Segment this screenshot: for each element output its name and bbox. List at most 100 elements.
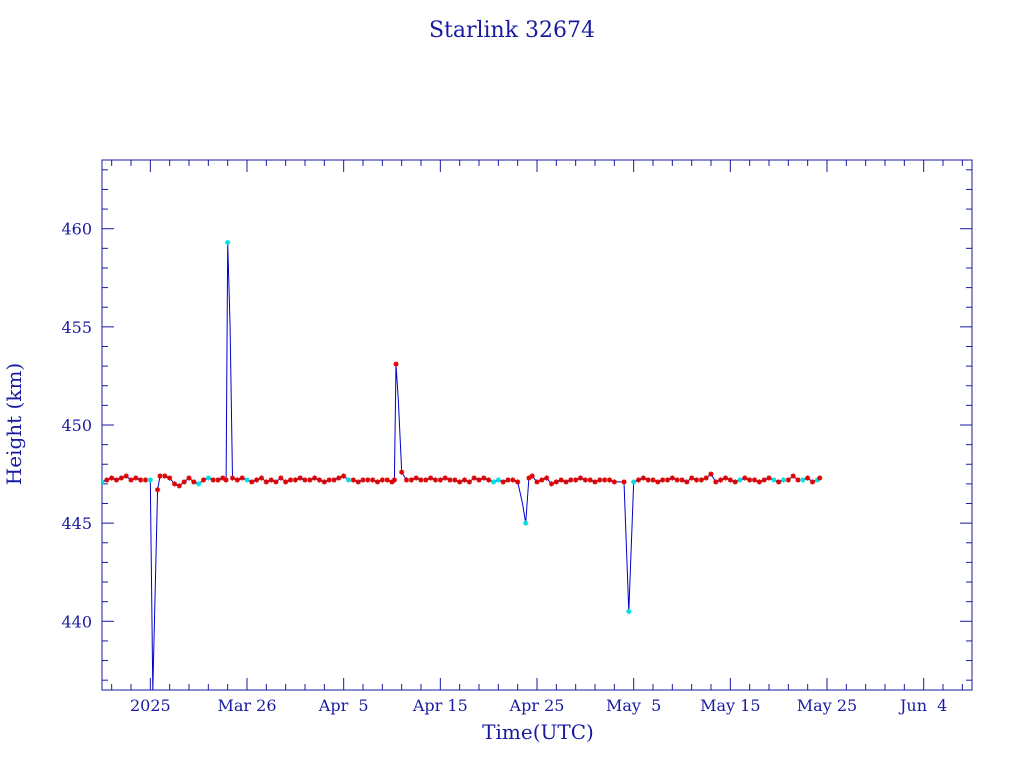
data-point	[229, 475, 236, 481]
data-point	[447, 477, 453, 483]
data-point	[747, 477, 753, 483]
data-point	[817, 475, 823, 481]
data-point	[418, 477, 424, 483]
data-point	[713, 479, 719, 485]
data-point	[461, 477, 468, 483]
data-point	[225, 239, 231, 246]
data-point	[157, 473, 163, 479]
data-point	[539, 477, 545, 483]
data-point	[138, 477, 144, 483]
data-point	[597, 477, 603, 483]
data-point	[790, 473, 796, 479]
data-point	[718, 477, 724, 483]
x-axis-label: Time(UTC)	[482, 720, 594, 744]
data-point	[399, 469, 405, 475]
data-point	[776, 479, 782, 485]
data-point	[490, 479, 497, 485]
data-point	[244, 477, 250, 483]
x-tick-label: Apr 15	[412, 696, 468, 715]
data-point	[529, 473, 535, 479]
data-point	[336, 475, 342, 481]
data-point	[587, 477, 593, 483]
data-point	[109, 475, 115, 481]
data-point	[341, 473, 347, 479]
data-point	[481, 475, 487, 481]
data-point	[727, 477, 733, 483]
data-point	[523, 520, 529, 526]
data-point	[370, 477, 376, 483]
data-point	[761, 477, 767, 483]
data-point	[104, 477, 110, 483]
data-point	[167, 475, 173, 481]
y-axis-label: Height (km)	[2, 363, 26, 485]
data-point	[684, 479, 690, 485]
data-point	[645, 477, 651, 483]
data-point	[771, 477, 777, 483]
data-point	[215, 477, 221, 483]
x-tick-label: Apr 25	[509, 696, 565, 715]
data-point	[234, 477, 240, 483]
data-point	[602, 477, 608, 483]
data-point	[263, 479, 269, 485]
data-point	[742, 475, 748, 481]
data-point	[693, 477, 700, 483]
data-point	[249, 479, 255, 485]
data-point	[220, 475, 226, 481]
data-point	[181, 479, 187, 485]
x-tick-label: May 15	[700, 696, 760, 715]
data-point	[413, 475, 419, 481]
data-point	[785, 477, 791, 483]
data-point	[689, 475, 695, 481]
data-point	[611, 479, 617, 485]
data-point	[809, 479, 816, 485]
data-point	[210, 477, 216, 483]
data-point	[495, 477, 501, 483]
data-point	[118, 475, 124, 481]
data-point	[123, 473, 129, 479]
data-point	[345, 477, 352, 483]
data-point	[355, 479, 361, 485]
data-point	[471, 475, 477, 481]
data-point	[389, 479, 395, 485]
data-point	[780, 477, 787, 483]
data-point	[452, 477, 458, 483]
data-point	[660, 477, 666, 483]
data-point	[756, 479, 762, 485]
data-point	[466, 479, 472, 485]
y-tick-label: 460	[61, 220, 92, 239]
data-point	[113, 477, 120, 483]
data-point	[176, 483, 182, 489]
data-point	[751, 477, 758, 483]
data-point	[312, 475, 318, 481]
data-point	[223, 477, 229, 483]
data-point	[254, 477, 260, 483]
data-point	[534, 479, 540, 485]
data-point	[258, 475, 265, 481]
data-point	[655, 479, 661, 485]
data-point	[432, 477, 439, 483]
data-point	[553, 479, 559, 485]
data-point	[200, 477, 207, 483]
data-point	[457, 479, 463, 485]
data-point	[133, 475, 139, 481]
data-point	[558, 477, 564, 483]
data-point	[800, 477, 806, 483]
data-point	[374, 479, 381, 485]
data-point	[486, 477, 492, 483]
data-point	[548, 481, 555, 487]
data-point	[154, 487, 161, 493]
data-point	[307, 477, 313, 483]
data-point	[321, 479, 327, 485]
data-point	[674, 477, 680, 483]
data-point	[331, 477, 337, 483]
data-point	[650, 477, 656, 483]
data-point	[287, 477, 294, 483]
data-point	[563, 479, 569, 485]
data-point	[814, 477, 820, 483]
data-point	[408, 477, 414, 483]
data-point	[365, 477, 371, 483]
data-point	[384, 477, 390, 483]
data-point	[621, 479, 627, 485]
data-point	[626, 608, 632, 615]
data-point	[302, 477, 308, 483]
